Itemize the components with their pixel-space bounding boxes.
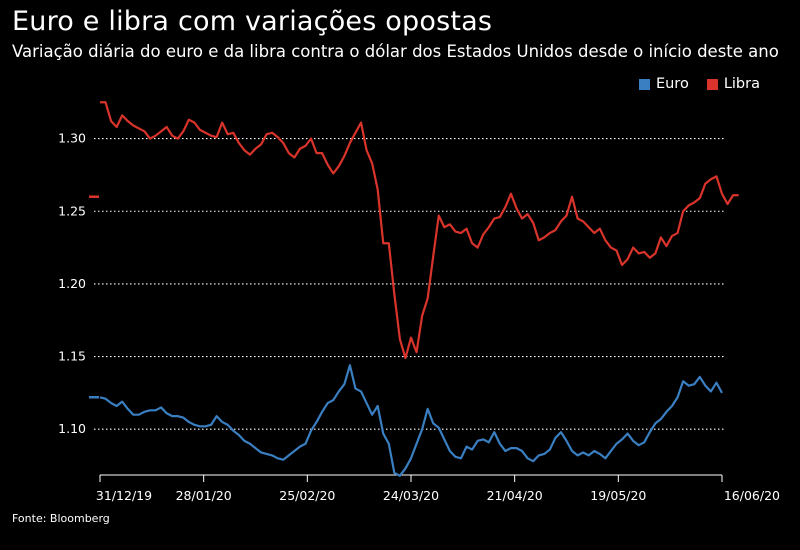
y-tick-label: 1.20 (58, 276, 86, 291)
y-tick-label: 1.25 (58, 203, 86, 218)
legend-item-libra: Libra (706, 76, 760, 92)
legend-item-euro: Euro (638, 76, 689, 92)
legend-swatch-libra (706, 78, 718, 90)
y-axis-ticks: 1.30 1.25 1.20 1.15 1.10 (58, 131, 86, 437)
legend-swatch-euro (638, 78, 650, 90)
x-axis: 31/12/19 28/01/20 25/02/20 24/03/20 21/04/20… (96, 474, 780, 503)
chart-legend: Euro Libra (638, 76, 760, 92)
y-tick-label: 1.10 (58, 421, 86, 436)
y-tick-label: 1.15 (58, 349, 86, 364)
x-tick-label: 31/12/19 (96, 488, 152, 503)
chart-subtitle: Variação diária do euro e da libra contr… (12, 42, 779, 61)
series-start-markers (89, 195, 99, 399)
y-tick-label: 1.30 (58, 131, 86, 146)
legend-label-euro: Euro (655, 76, 689, 92)
x-tick-label: 21/04/20 (487, 488, 543, 503)
x-tick-label: 19/05/20 (590, 488, 646, 503)
chart-title: Euro e libra com variações opostas (12, 6, 493, 37)
x-tick-label: 16/06/20 (724, 488, 780, 503)
series-line-libra (100, 101, 739, 360)
x-tick-label: 24/03/20 (383, 488, 439, 503)
grid-lines (94, 138, 724, 430)
x-tick-label: 28/01/20 (176, 488, 232, 503)
x-tick-label: 25/02/20 (279, 488, 335, 503)
source-note: Fonte: Bloomberg (12, 512, 110, 525)
series-line-euro (99, 364, 723, 477)
legend-label-libra: Libra (723, 76, 760, 92)
series-lines (99, 101, 739, 477)
